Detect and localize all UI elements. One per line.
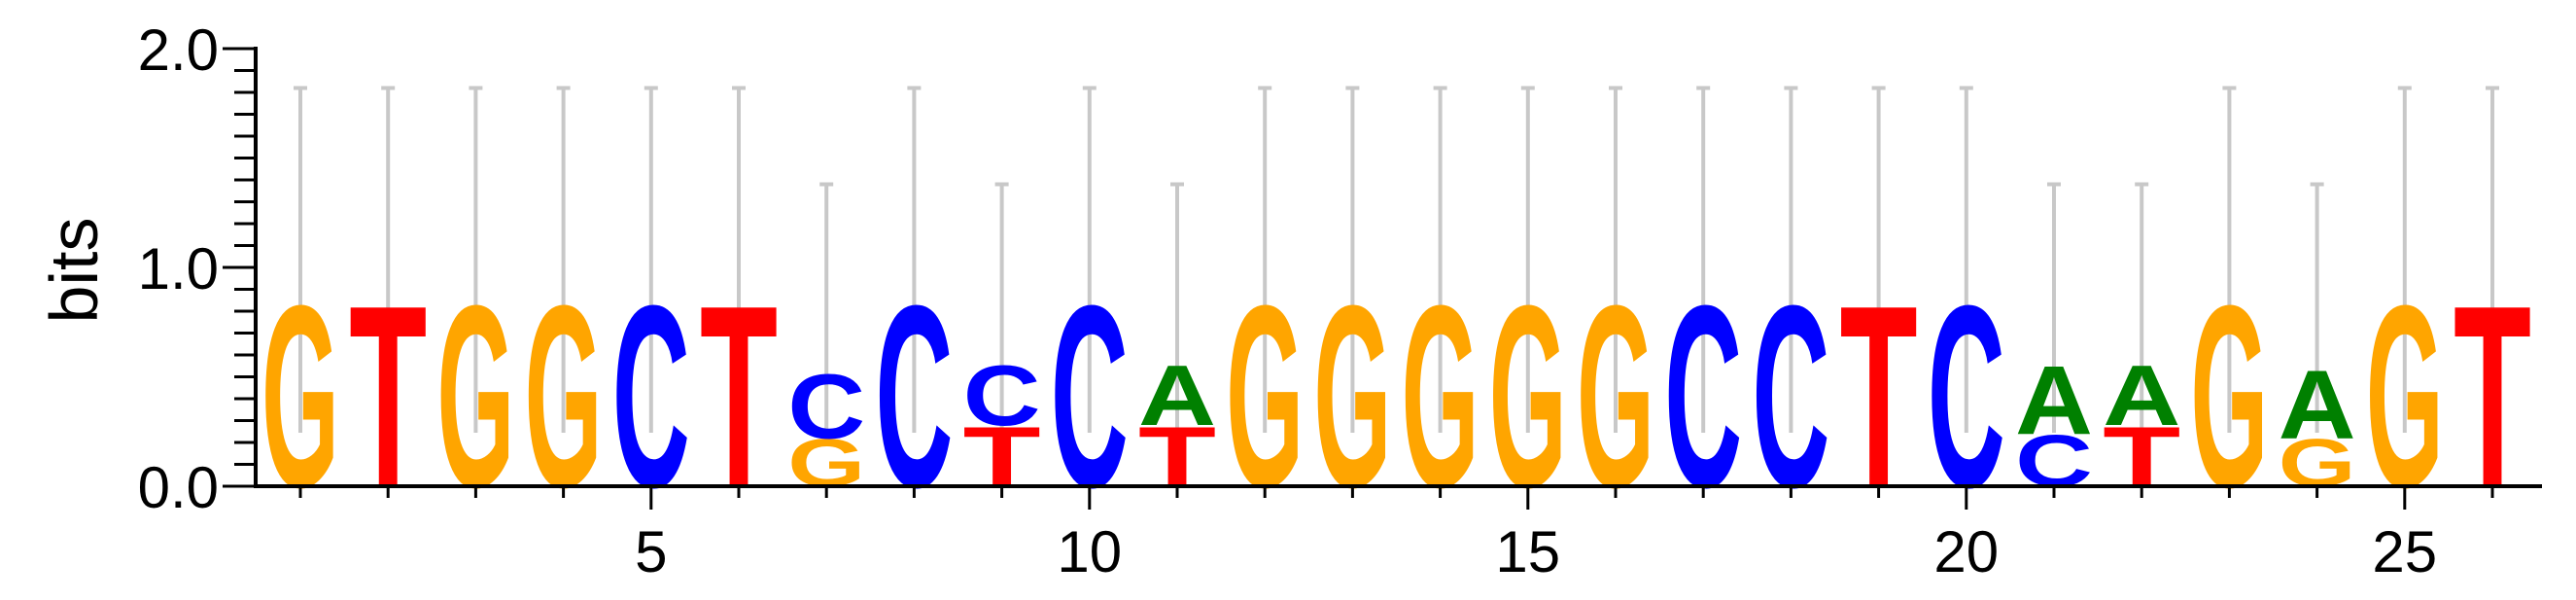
logo-letter-T: T xyxy=(700,252,778,542)
error-bar xyxy=(907,86,922,433)
logo-letter-G: G xyxy=(2190,251,2268,541)
logo-letter-G: G xyxy=(261,251,339,541)
x-tick-label: 5 xyxy=(635,519,667,584)
logo-letter-T: T xyxy=(2454,252,2531,542)
error-bar xyxy=(381,86,396,433)
logo-letter-T: T xyxy=(1840,252,1918,542)
y-tick-label: 1.0 xyxy=(138,236,219,301)
error-bar xyxy=(1082,86,1097,433)
error-bar xyxy=(1959,86,1973,433)
logo-letter-A: A xyxy=(2015,346,2093,455)
y-axis-label: bits xyxy=(36,218,112,324)
logo-letter-C: C xyxy=(1664,253,1742,543)
x-ticks: 5 10 15 20 25 xyxy=(298,486,2494,584)
logo-letter-G: G xyxy=(1577,251,1654,541)
error-bar xyxy=(994,182,1009,433)
error-bar xyxy=(469,86,483,433)
error-bars xyxy=(294,86,2499,433)
error-bar xyxy=(1871,86,1886,433)
logo-letter-A: A xyxy=(2279,350,2356,459)
error-bar xyxy=(1609,86,1622,433)
logo-letter-G: G xyxy=(525,251,603,541)
error-bar xyxy=(1520,86,1535,433)
error-bar xyxy=(1433,86,1447,433)
logo-letter-G: G xyxy=(1226,251,1304,541)
x-tick-label: 25 xyxy=(2372,519,2437,584)
error-bar xyxy=(2135,182,2149,433)
error-bar xyxy=(2310,182,2324,433)
x-tick-label: 10 xyxy=(1057,519,1122,584)
error-bar xyxy=(2222,86,2237,433)
y-tick-label: 2.0 xyxy=(138,18,219,83)
x-tick-label: 15 xyxy=(1495,519,1560,584)
logo-letter-A: A xyxy=(1138,348,1216,444)
logo-letter-G: G xyxy=(1313,251,1391,541)
x-tick-label: 20 xyxy=(1933,519,1999,584)
error-bar xyxy=(1696,86,1711,433)
error-bar xyxy=(819,182,834,433)
error-bar xyxy=(644,86,658,433)
error-bar xyxy=(1170,182,1184,433)
error-bar xyxy=(2486,86,2499,433)
logo-letter-G: G xyxy=(436,251,514,541)
error-bar xyxy=(556,86,571,433)
logo-letter-G: G xyxy=(1402,251,1479,541)
logo-letter-C: C xyxy=(787,355,865,457)
logo-letter-C: C xyxy=(963,348,1041,444)
error-bar xyxy=(1345,86,1360,433)
logo-letter-C: C xyxy=(875,253,953,543)
y-ticks: 0.0 1.0 2.0 xyxy=(138,18,256,520)
error-bar xyxy=(1784,86,1798,433)
axes: 0.0 1.0 2.0 5 10 15 20 25 xyxy=(138,18,2542,584)
error-bar xyxy=(2397,86,2412,433)
error-bar xyxy=(294,86,307,433)
logo-letter-T: T xyxy=(349,252,427,542)
y-tick-label: 0.0 xyxy=(138,455,219,520)
logo-letter-A: A xyxy=(2103,348,2180,444)
error-bar xyxy=(2047,182,2061,433)
error-bar xyxy=(732,86,746,433)
error-bar xyxy=(1258,86,1272,433)
logo-letter-C: C xyxy=(1752,253,1829,543)
